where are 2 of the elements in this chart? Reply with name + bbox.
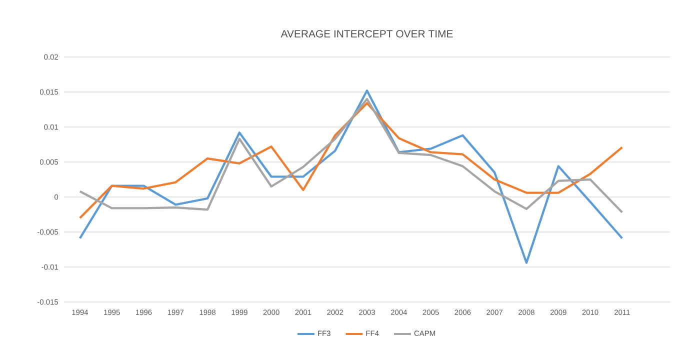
- line-series: [78, 90, 624, 264]
- chart-title: AVERAGE INTERCEPT OVER TIME: [280, 30, 453, 38]
